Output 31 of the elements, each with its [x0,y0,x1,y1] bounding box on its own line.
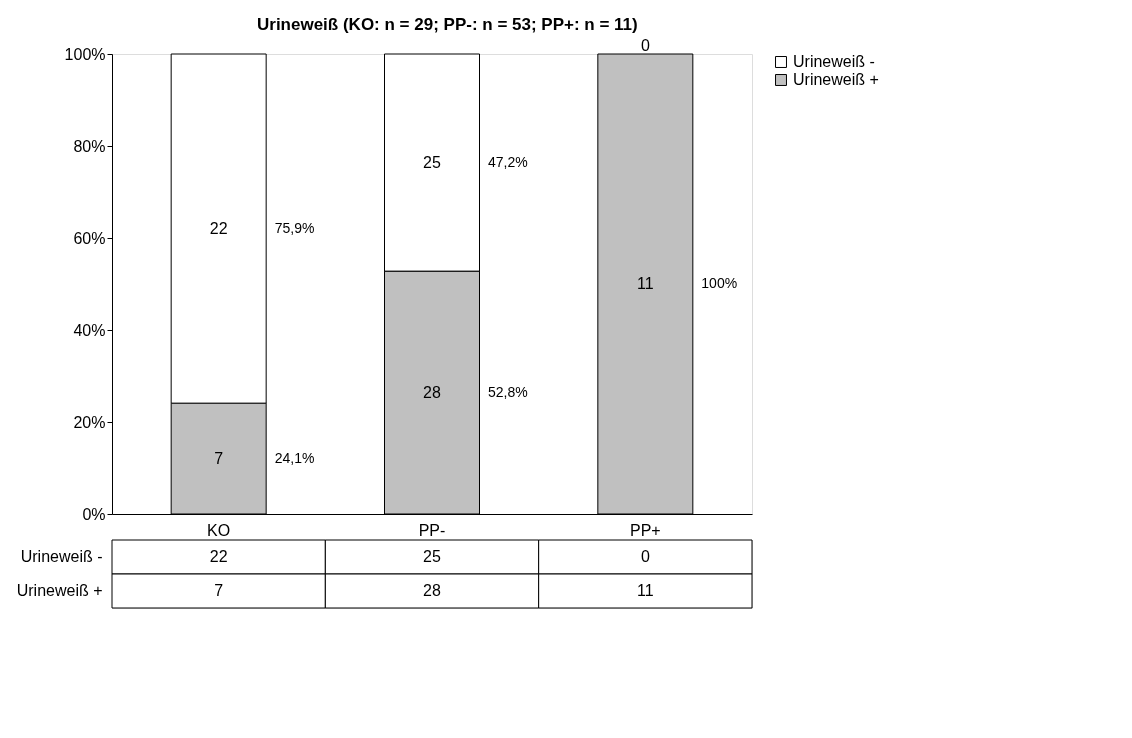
y-tick-label: 100% [64,45,106,63]
legend-label: Urineweiß - [793,53,875,70]
text: 22 [209,548,228,565]
annotation: 28 [423,383,441,401]
text: Urineweiß - [20,548,103,565]
text: 7 [214,582,224,599]
annotation: 47,2% [488,153,528,170]
annotation: 11 [637,275,654,292]
y-tick-label: 40% [73,321,106,339]
annotation: 52,8% [488,383,528,400]
text: Urineweiß + [16,582,103,599]
annotation: 24,1% [274,449,315,466]
text: 28 [423,582,441,599]
annotation: 75,9% [274,219,315,236]
text: 11 [637,582,654,599]
chart-title: Urineweiß (KO: n = 29; PP-: n = 53; PP+: n = 11) [256,14,638,34]
y-tick-label: 60% [73,229,106,247]
text: 0 [640,548,650,565]
y-tick-label: 20% [73,413,106,431]
y-tick-label: 0% [82,505,106,523]
annotation: 7 [214,449,224,467]
legend-label: Urineweiß + [793,71,879,88]
x-tick-label: KO [207,521,231,539]
annotation: 22 [209,219,228,237]
text: 25 [423,548,441,565]
x-tick-label: PP- [418,521,446,539]
y-tick-label: 80% [73,137,106,155]
text: 0 [640,37,650,54]
annotation: 25 [423,153,441,171]
x-tick-label: PP+ [629,521,661,539]
annotation: 100% [701,275,738,291]
